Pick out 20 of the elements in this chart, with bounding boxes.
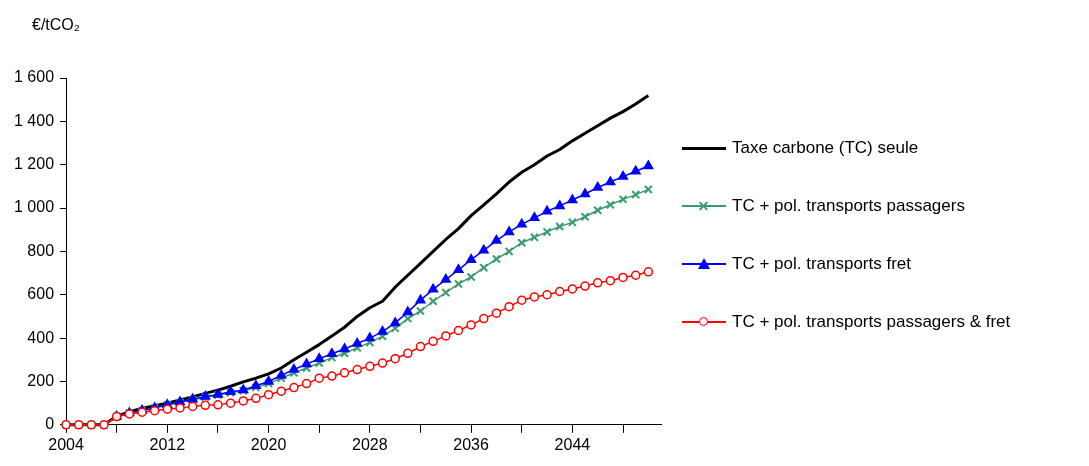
y-tick-label: 1 000 [13, 198, 55, 216]
x-tick-label: 2028 [352, 435, 388, 453]
legend-label: TC + pol. transports passagers [732, 196, 965, 216]
y-tick-label: 400 [27, 328, 55, 346]
x-tick-label: 2012 [149, 435, 186, 453]
y-tick-label: 200 [27, 371, 55, 389]
y-axis-title: €/tCO₂ [32, 16, 80, 34]
legend-label: TC + pol. transports fret [732, 254, 912, 274]
legend-label: Taxe carbone (TC) seule [732, 138, 919, 158]
x-tick-label: 2004 [48, 435, 84, 453]
x-tick-label: 2020 [250, 435, 287, 453]
x-tick-label: 2044 [554, 435, 591, 453]
y-tick-label: 1 200 [13, 155, 55, 173]
y-tick-label: 1 600 [13, 68, 55, 86]
x-tick-label: 2036 [453, 435, 490, 453]
y-tick-label: 0 [45, 415, 55, 433]
y-tick-label: 800 [27, 241, 55, 259]
y-tick-label: 1 400 [13, 111, 55, 129]
legend-label: TC + pol. transports passagers & fret [732, 312, 1011, 332]
y-tick-label: 600 [27, 285, 55, 303]
